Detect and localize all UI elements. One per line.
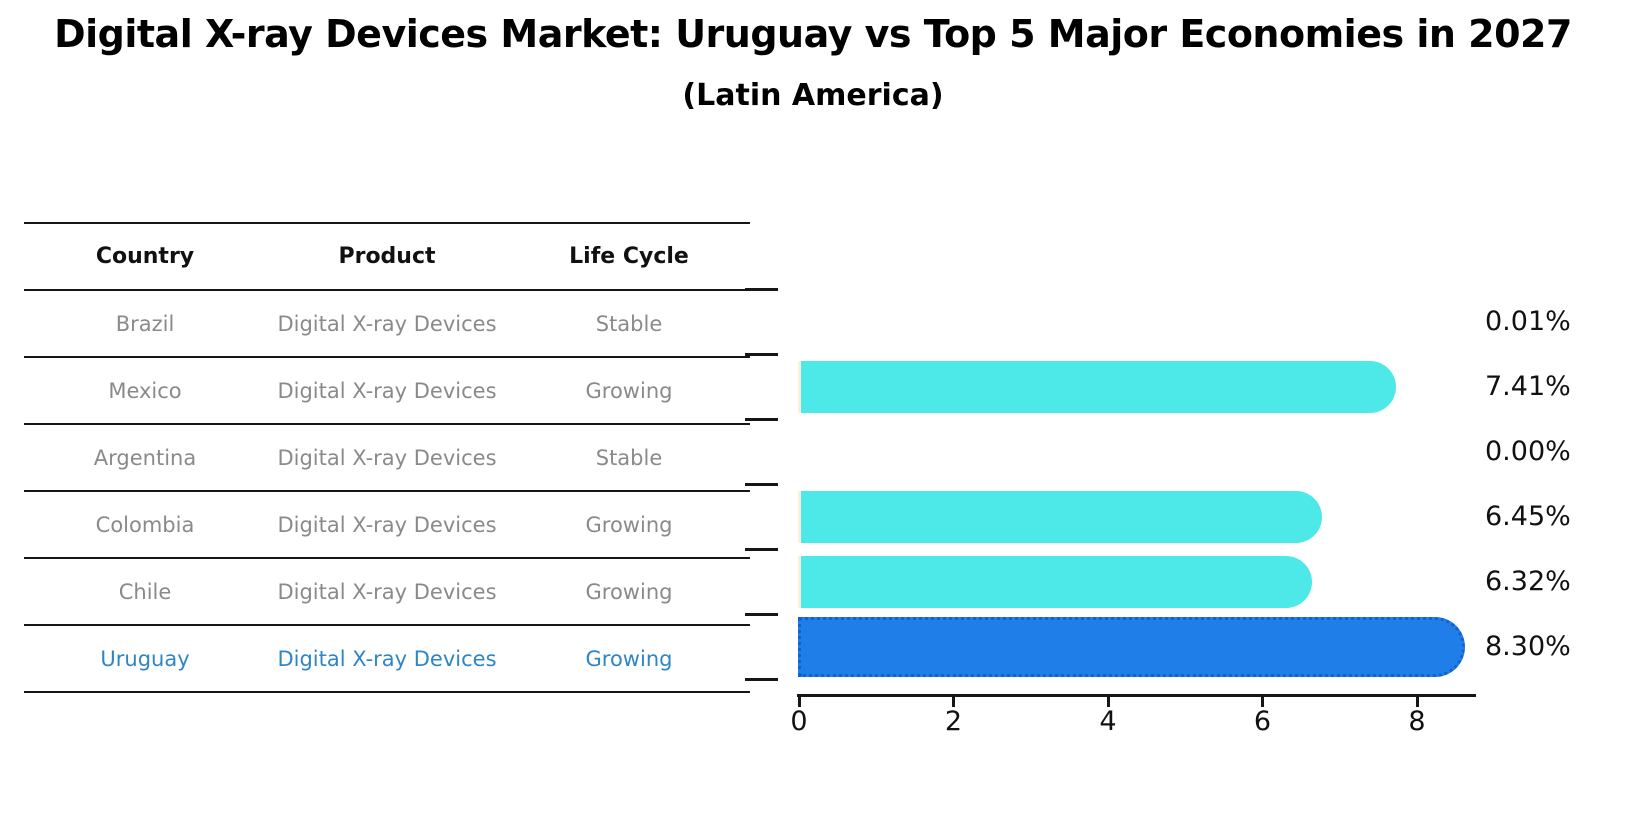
- cell-country: Argentina: [93, 445, 197, 470]
- cell-product: Digital X-ray Devices: [277, 311, 497, 336]
- chart-subtitle: (Latin America): [682, 78, 944, 113]
- table-row: Argentina Digital X-ray Devices Stable: [24, 425, 750, 492]
- x-axis-tick: [1261, 694, 1264, 707]
- value-label: 6.45%: [1485, 501, 1571, 532]
- value-label: 0.01%: [1485, 306, 1571, 337]
- table-header-row: Country Product Life Cycle: [24, 224, 750, 291]
- bar: [798, 555, 1312, 608]
- comparison-table: Country Product Life Cycle Brazil Digital X-…: [24, 222, 750, 693]
- x-axis-tick-label: 8: [1408, 706, 1426, 737]
- column-header: Life Cycle: [569, 244, 689, 269]
- cell-life-cycle: Growing: [585, 646, 673, 671]
- x-axis-tick-label: 2: [944, 706, 963, 737]
- y-axis-tick: [745, 678, 778, 681]
- y-axis-tick: [745, 548, 778, 551]
- column-header: Product: [338, 244, 436, 269]
- chart-title: Digital X-ray Devices Market: Uruguay vs…: [54, 12, 1572, 56]
- y-axis-tick: [745, 483, 778, 486]
- bar: [798, 360, 1396, 413]
- cell-life-cycle: Stable: [595, 445, 663, 470]
- y-axis-tick: [745, 353, 778, 356]
- x-axis-tick: [1106, 694, 1110, 707]
- y-axis-tick: [745, 288, 778, 291]
- value-label: 7.41%: [1485, 371, 1571, 402]
- cell-product: Digital X-ray Devices: [277, 579, 497, 604]
- cell-product: Digital X-ray Devices: [277, 512, 497, 537]
- x-axis-tick-label: 6: [1253, 706, 1272, 737]
- x-axis-line: [797, 694, 1476, 697]
- value-label: 6.32%: [1485, 566, 1571, 597]
- bar-highlight: [798, 616, 1465, 677]
- y-axis-tick: [745, 418, 778, 421]
- bar: [798, 490, 1322, 543]
- column-header: Country: [95, 244, 195, 269]
- table-row: Colombia Digital X-ray Devices Growing: [24, 492, 750, 559]
- cell-country: Brazil: [115, 311, 175, 336]
- x-axis-tick-label: 0: [790, 706, 808, 737]
- cell-country: Colombia: [95, 512, 195, 537]
- cell-life-cycle: Growing: [585, 378, 673, 403]
- y-axis-tick: [745, 613, 778, 616]
- x-axis-tick: [1415, 694, 1419, 707]
- cell-product: Digital X-ray Devices: [277, 378, 497, 403]
- x-axis-tick-label: 4: [1099, 706, 1117, 737]
- cell-country: Chile: [118, 579, 172, 604]
- table-row: Chile Digital X-ray Devices Growing: [24, 559, 750, 626]
- cell-country: Mexico: [108, 378, 182, 403]
- value-label: 8.30%: [1485, 631, 1571, 662]
- cell-product: Digital X-ray Devices: [277, 646, 497, 671]
- cell-life-cycle: Stable: [595, 311, 663, 336]
- table-row: Uruguay Digital X-ray Devices Growing: [24, 626, 750, 693]
- table-row: Mexico Digital X-ray Devices Growing: [24, 358, 750, 425]
- value-label: 0.00%: [1485, 436, 1571, 467]
- cell-product: Digital X-ray Devices: [277, 445, 497, 470]
- cell-life-cycle: Growing: [585, 579, 673, 604]
- x-axis-tick: [952, 694, 955, 707]
- x-axis-tick: [797, 694, 801, 707]
- table-row: Brazil Digital X-ray Devices Stable: [24, 291, 750, 358]
- cell-life-cycle: Growing: [585, 512, 673, 537]
- cell-country: Uruguay: [100, 646, 190, 671]
